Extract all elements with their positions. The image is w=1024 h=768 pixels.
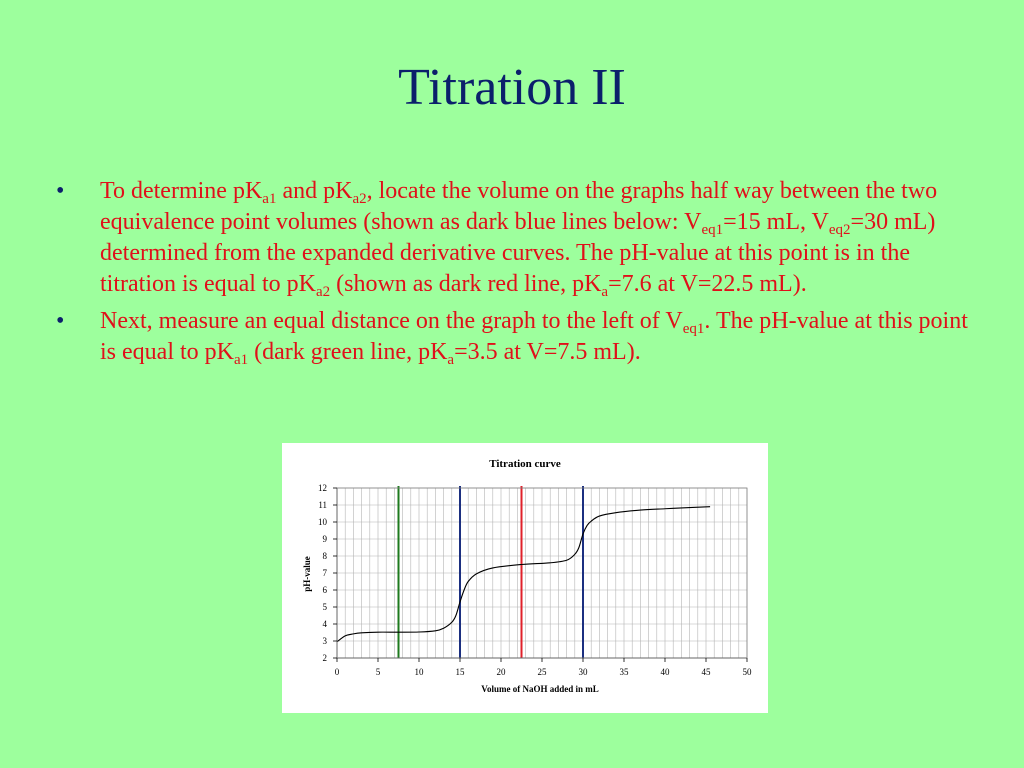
bullet-list: • To determine pKa1 and pKa2, locate the… <box>56 176 976 374</box>
titration-curve-line <box>336 506 711 643</box>
x-tick-label: 30 <box>579 667 589 677</box>
x-tick-label: 0 <box>335 667 340 677</box>
x-tick-label: 20 <box>497 667 507 677</box>
y-tick-label: 9 <box>323 534 328 544</box>
subscript: eq2 <box>828 222 851 238</box>
y-tick-label: 8 <box>323 551 328 561</box>
x-axis-label: Volume of NaOH added in mL <box>481 684 598 694</box>
bullet-text: To determine pKa1 and pKa2, locate the v… <box>100 178 938 300</box>
reference-lines <box>397 486 584 658</box>
bullet-item-1: • To determine pKa1 and pKa2, locate the… <box>56 176 976 300</box>
chart-grid <box>336 487 748 659</box>
bullet-marker: • <box>56 178 65 204</box>
x-tick-label: 10 <box>415 667 425 677</box>
bullet-text: Next, measure an equal distance on the g… <box>100 308 968 368</box>
x-tick-label: 15 <box>456 667 466 677</box>
subscript: a2 <box>352 191 367 207</box>
y-tick-label: 7 <box>323 568 328 578</box>
chart-title: Titration curve <box>489 458 561 470</box>
bullet-item-2: • Next, measure an equal distance on the… <box>56 306 976 368</box>
x-tick-label: 35 <box>620 667 630 677</box>
subscript: a1 <box>233 352 249 368</box>
y-axis-label: pH-value <box>302 556 312 592</box>
chart-svg: Titration curve 0 5 10 15 20 25 30 35 40 45 502345… <box>302 458 752 694</box>
y-tick-label: 11 <box>318 500 327 510</box>
slide-title: Titration II <box>398 59 626 116</box>
bullet-marker: • <box>56 308 65 334</box>
subscript: a2 <box>315 284 331 300</box>
y-tick-label: 12 <box>318 483 327 493</box>
y-tick-label: 5 <box>323 602 328 612</box>
y-tick-label: 3 <box>323 636 328 646</box>
subscript: eq1 <box>701 222 724 238</box>
y-tick-label: 2 <box>323 653 328 663</box>
subscript: a <box>447 352 455 368</box>
subscript: eq1 <box>682 321 705 337</box>
x-tick-label: 5 <box>376 667 381 677</box>
subscript: a1 <box>262 191 277 207</box>
x-tick-label: 40 <box>661 667 671 677</box>
y-tick-label: 4 <box>323 619 328 629</box>
x-tick-label: 25 <box>538 667 548 677</box>
x-tick-label: 45 <box>702 667 712 677</box>
y-tick-label: 10 <box>318 517 328 527</box>
x-tick-label: 50 <box>743 667 753 677</box>
subscript: a <box>601 284 609 300</box>
y-tick-label: 6 <box>323 585 328 595</box>
titration-chart: Titration curve 0 5 10 15 20 25 30 35 40 45 50 2 3 4 5… <box>282 443 768 713</box>
